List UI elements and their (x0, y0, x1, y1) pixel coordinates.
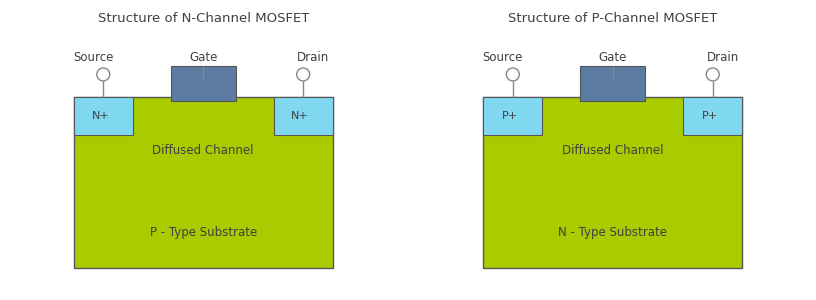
Text: Drain: Drain (297, 51, 330, 64)
Text: Source: Source (73, 51, 113, 64)
Text: N - Type Substrate: N - Type Substrate (558, 226, 667, 239)
Text: Diffused Channel: Diffused Channel (562, 143, 663, 157)
Bar (73, 97, 133, 135)
Text: Gate: Gate (599, 51, 627, 64)
Text: N+: N+ (291, 111, 309, 121)
Text: Drain: Drain (707, 51, 739, 64)
Text: Source: Source (482, 51, 523, 64)
Text: Structure of N-Channel MOSFET: Structure of N-Channel MOSFET (98, 12, 309, 25)
Bar (273, 97, 333, 135)
Bar (683, 97, 743, 135)
Text: P+: P+ (502, 111, 518, 121)
Bar (483, 97, 743, 268)
Text: Diffused Channel: Diffused Channel (153, 143, 254, 157)
Text: P - Type Substrate: P - Type Substrate (149, 226, 257, 239)
Text: Structure of P-Channel MOSFET: Structure of P-Channel MOSFET (508, 12, 717, 25)
Bar (483, 97, 543, 135)
Text: P+: P+ (702, 111, 718, 121)
Bar (171, 66, 236, 101)
Text: Gate: Gate (189, 51, 217, 64)
Text: N+: N+ (91, 111, 109, 121)
Bar (73, 97, 333, 268)
Bar (580, 66, 645, 101)
